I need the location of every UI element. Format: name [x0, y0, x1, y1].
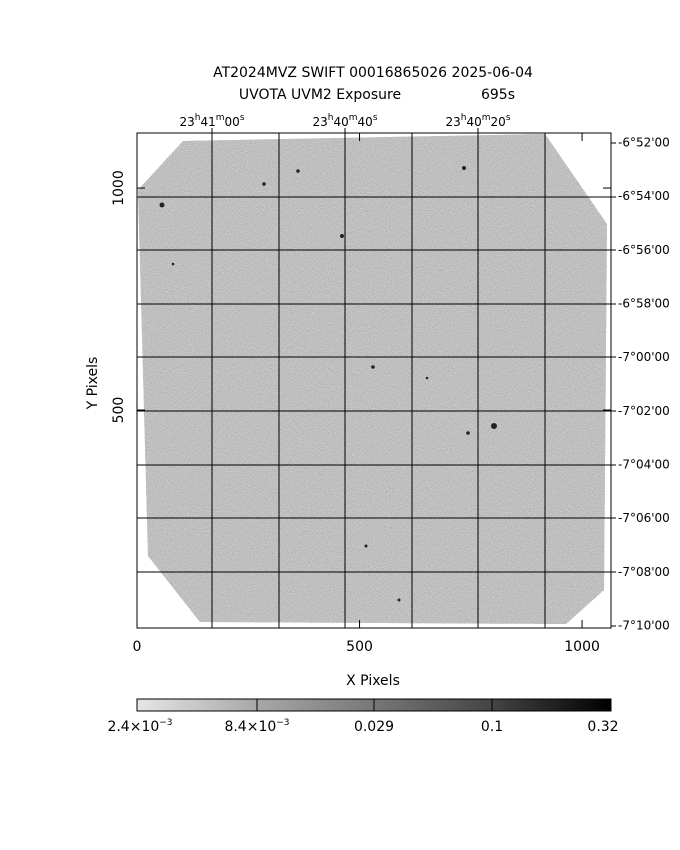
ra-label-part: m — [349, 113, 358, 123]
ra-label-part: s — [240, 113, 245, 123]
dec-label: -6°58'00 — [618, 297, 670, 311]
y-tick-label: 500 — [111, 397, 127, 424]
x-tick-label: 1000 — [564, 639, 600, 655]
ra-label-part: m — [482, 113, 491, 123]
ra-label: 23h41m00s — [179, 113, 244, 129]
ra-label-part: 41 — [200, 115, 215, 129]
ra-label-part: 20 — [491, 115, 506, 129]
subtitle-filter: UVOTA UVM2 Exposure — [239, 87, 401, 103]
ra-label-part: 40 — [358, 115, 373, 129]
ra-label-part: h — [195, 113, 201, 123]
colorbar-label: 2.4×10−3 — [107, 718, 172, 736]
dec-label: -7°00'00 — [618, 350, 670, 364]
ra-label: 23h40m40s — [312, 113, 377, 129]
dec-label: -6°54'00 — [618, 189, 670, 203]
ra-label-part: h — [461, 113, 467, 123]
dec-label: -7°10'00 — [618, 619, 670, 633]
colorbar-label-part: −3 — [276, 718, 289, 728]
y-axis-label: Y Pixels — [85, 357, 101, 411]
ra-label-part: 23 — [312, 115, 327, 129]
coordinate-grid — [137, 128, 616, 628]
ra-label-part: h — [328, 113, 334, 123]
colorbar-label-part: 0.1 — [481, 719, 503, 735]
plot-frame — [136, 132, 612, 629]
colorbar-label-part: 2.4×10 — [107, 719, 159, 735]
ra-label-part: 23 — [445, 115, 460, 129]
x-axis-label: X Pixels — [346, 673, 400, 689]
ra-label-part: 40 — [333, 115, 348, 129]
ra-label-part: 40 — [466, 115, 481, 129]
ra-label: 23h40m20s — [445, 113, 510, 129]
dec-label: -7°08'00 — [618, 565, 670, 579]
x-tick-label: 500 — [346, 639, 373, 655]
dec-label: -7°04'00 — [618, 458, 670, 472]
ra-label-part: s — [373, 113, 378, 123]
subtitle-exposure: 695s — [481, 87, 515, 103]
ra-label-part: s — [506, 113, 511, 123]
colorbar-label-part: 0.32 — [587, 719, 618, 735]
ra-label-part: m — [216, 113, 225, 123]
colorbar-label-part: −3 — [159, 718, 172, 728]
colorbar-label-part: 8.4×10 — [224, 719, 276, 735]
dec-label: -6°56'00 — [618, 243, 670, 257]
ra-label-part: 00 — [225, 115, 240, 129]
colorbar-label: 0.029 — [354, 719, 394, 735]
colorbar-label: 0.32 — [587, 719, 618, 735]
stars — [159, 166, 497, 602]
dec-label: -6°52'00 — [618, 136, 670, 150]
colorbar-label-part: 0.029 — [354, 719, 394, 735]
sky-image — [138, 134, 607, 624]
colorbar-label: 8.4×10−3 — [224, 718, 289, 736]
dec-label: -7°02'00 — [618, 404, 670, 418]
title: AT2024MVZ SWIFT 00016865026 2025-06-04 — [213, 65, 533, 81]
y-tick-label: 1000 — [111, 170, 127, 206]
ra-label-part: 23 — [179, 115, 194, 129]
x-tick-label: 0 — [133, 639, 142, 655]
dec-label: -7°06'00 — [618, 511, 670, 525]
colorbar-label: 0.1 — [481, 719, 503, 735]
